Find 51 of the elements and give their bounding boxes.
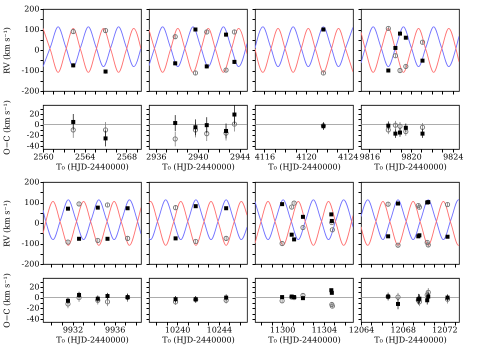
- y-axis-title: RV (km s⁻¹): [2, 200, 12, 247]
- x-tick-label: 9824: [443, 152, 464, 162]
- y-tick-label: 20: [29, 282, 40, 292]
- x-tick-label: 9932: [62, 326, 84, 334]
- y-tick-label: -40: [26, 314, 40, 324]
- x-tick-label: 9820: [401, 152, 422, 162]
- x-tick-label: 2940: [188, 152, 208, 162]
- x-axis-title: T₀ (HJD-2440000): [268, 162, 341, 172]
- x-tick-label: 4124: [338, 152, 358, 162]
- y-tick-label: -200: [22, 86, 40, 96]
- x-axis-title: T₀ (HJD-2440000): [268, 336, 341, 344]
- x-tick-label: 2564: [75, 152, 96, 162]
- y-tick-label: 0: [34, 218, 40, 228]
- y-tick-label: 100: [24, 25, 40, 34]
- x-tick-label: 2936: [146, 152, 166, 162]
- y-axis-title: O−C (km s⁻¹): [2, 273, 12, 328]
- x-tick-label: 12068: [390, 326, 416, 334]
- x-tick-label: 11304: [312, 326, 338, 334]
- y-tick-label: 20: [29, 110, 40, 119]
- x-tick-label: 11300: [270, 326, 296, 334]
- x-axis-title: T₀ (HJD-2440000): [56, 336, 129, 344]
- y-tick-label: 200: [24, 178, 40, 186]
- y-tick-label: 200: [24, 4, 40, 14]
- y-axis-title: O−C (km s⁻¹): [2, 100, 12, 155]
- y-tick-label: -20: [26, 304, 40, 313]
- x-tick-label: 12064: [348, 326, 374, 334]
- x-tick-label: 12072: [432, 326, 458, 334]
- x-axis-title: T₀ (HJD-2440000): [56, 162, 129, 172]
- y-tick-label: 100: [24, 198, 40, 207]
- x-tick-label: 2560: [33, 152, 54, 162]
- y-tick-label: -40: [26, 141, 40, 150]
- x-axis-title: T₀ (HJD-2440000): [162, 336, 235, 344]
- x-tick-label: 10244: [206, 326, 232, 334]
- y-tick-label: -20: [26, 130, 40, 140]
- x-axis-title: T₀ (HJD-2440000): [374, 162, 447, 172]
- x-tick-label: 2944: [230, 152, 250, 162]
- y-tick-label: 0: [34, 293, 40, 302]
- x-tick-label: 4120: [296, 152, 317, 162]
- x-tick-label: 10240: [164, 326, 190, 334]
- y-tick-label: -200: [22, 260, 40, 268]
- y-axis-title: RV (km s⁻¹): [2, 27, 12, 74]
- y-tick-label: 0: [34, 46, 40, 54]
- y-tick-label: -100: [22, 66, 40, 75]
- y-tick-label: 0: [34, 120, 40, 130]
- x-tick-label: 2568: [116, 152, 138, 162]
- x-tick-label: 9816: [360, 152, 380, 162]
- x-axis-title: T₀ (HJD-2440000): [162, 162, 235, 172]
- x-tick-label: 9936: [104, 326, 126, 334]
- y-tick-label: -100: [22, 239, 40, 248]
- x-tick-label: 4116: [254, 152, 276, 162]
- x-axis-title: T₀ (HJD-2440000): [374, 336, 447, 344]
